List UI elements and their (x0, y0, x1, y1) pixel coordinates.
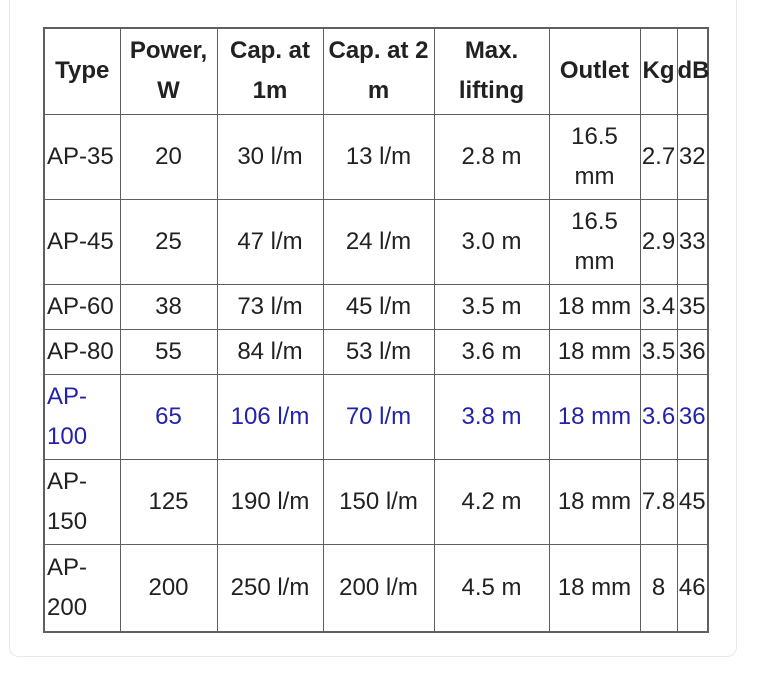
cell-cap-2m: 13 l/m (322, 113, 435, 200)
table-row: AP-35 20 30 l/m 13 l/m 2.8 m 16.5 mm 2.7 32 (43, 113, 709, 200)
cell-max-lifting: 4.2 m (433, 458, 550, 545)
col-header-power-w: Power, W (119, 27, 218, 115)
cell-cap-2m: 45 l/m (322, 283, 435, 330)
cell-power-w: 20 (119, 113, 218, 200)
cell-power-w: 38 (119, 283, 218, 330)
cell-power-w[interactable]: 65 (119, 373, 218, 460)
cell-kg: 2.7 (639, 113, 678, 200)
cell-max-lifting: 3.0 m (433, 198, 550, 285)
cell-power-w: 125 (119, 458, 218, 545)
cell-cap-2m: 150 l/m (322, 458, 435, 545)
cell-kg: 3.5 (639, 328, 678, 375)
cell-type: AP-45 (43, 198, 121, 285)
cell-type: AP-35 (43, 113, 121, 200)
cell-type: AP-200 (43, 543, 121, 633)
cell-cap-2m[interactable]: 70 l/m (322, 373, 435, 460)
table-row: AP-200 200 250 l/m 200 l/m 4.5 m 18 mm 8 46 (43, 543, 709, 633)
cell-outlet: 18 mm (548, 328, 641, 375)
cell-type: AP-80 (43, 328, 121, 375)
cell-db: 46 (676, 543, 709, 633)
col-header-max-lifting: Max. lifting (433, 27, 550, 115)
cell-kg[interactable]: 3.6 (639, 373, 678, 460)
cell-outlet: 16.5 mm (548, 113, 641, 200)
cell-outlet: 18 mm (548, 543, 641, 633)
table-row: AP-45 25 47 l/m 24 l/m 3.0 m 16.5 mm 2.9 33 (43, 198, 709, 285)
cell-outlet: 18 mm (548, 458, 641, 545)
cell-db: 32 (676, 113, 709, 200)
cell-type: AP-150 (43, 458, 121, 545)
table-row: AP-60 38 73 l/m 45 l/m 3.5 m 18 mm 3.4 35 (43, 283, 709, 330)
col-header-cap-2m: Cap. at 2 m (322, 27, 435, 115)
col-header-cap-1m: Cap. at 1m (216, 27, 324, 115)
cell-max-lifting: 2.8 m (433, 113, 550, 200)
cell-power-w: 55 (119, 328, 218, 375)
cell-outlet: 16.5 mm (548, 198, 641, 285)
cell-max-lifting: 4.5 m (433, 543, 550, 633)
cell-cap-1m[interactable]: 106 l/m (216, 373, 324, 460)
cell-outlet[interactable]: 18 mm (548, 373, 641, 460)
table-row: AP-150 125 190 l/m 150 l/m 4.2 m 18 mm 7.8 45 (43, 458, 709, 545)
col-header-outlet: Outlet (548, 27, 641, 115)
cell-power-w: 200 (119, 543, 218, 633)
cell-cap-2m: 200 l/m (322, 543, 435, 633)
header-row: Type Power, W Cap. at 1m Cap. at 2 m Max. li… (43, 27, 710, 115)
cell-cap-1m: 73 l/m (216, 283, 324, 330)
cell-cap-1m: 84 l/m (216, 328, 324, 375)
cell-db: 33 (676, 198, 709, 285)
cell-cap-1m: 190 l/m (216, 458, 324, 545)
cell-cap-1m: 250 l/m (216, 543, 324, 633)
col-header-type: Type (43, 27, 121, 115)
cell-kg: 2.9 (639, 198, 678, 285)
cell-type[interactable]: AP-100 (43, 373, 121, 460)
cell-db: 35 (676, 283, 709, 330)
table-body: AP-35 20 30 l/m 13 l/m 2.8 m 16.5 mm 2.7 32 AP-4… (43, 113, 709, 633)
content-card: Type Power, W Cap. at 1m Cap. at 2 m Max. li… (9, 0, 737, 657)
cell-db[interactable]: 36 (676, 373, 709, 460)
cell-power-w: 25 (119, 198, 218, 285)
cell-max-lifting: 3.6 m (433, 328, 550, 375)
cell-cap-2m: 53 l/m (322, 328, 435, 375)
cell-outlet: 18 mm (548, 283, 641, 330)
cell-type: AP-60 (43, 283, 121, 330)
cell-cap-1m: 30 l/m (216, 113, 324, 200)
cell-cap-1m: 47 l/m (216, 198, 324, 285)
cell-db: 45 (676, 458, 709, 545)
table-row: AP-80 55 84 l/m 53 l/m 3.6 m 18 mm 3.5 36 (43, 328, 709, 375)
cell-max-lifting[interactable]: 3.8 m (433, 373, 550, 460)
table-row[interactable]: AP-100 65 106 l/m 70 l/m 3.8 m 18 mm 3.6 36 (43, 373, 709, 460)
pump-spec-table: Type Power, W Cap. at 1m Cap. at 2 m Max. li… (43, 27, 710, 633)
cell-max-lifting: 3.5 m (433, 283, 550, 330)
col-header-kg: Kg (639, 27, 678, 115)
cell-kg: 3.4 (639, 283, 678, 330)
cell-cap-2m: 24 l/m (322, 198, 435, 285)
cell-kg: 8 (639, 543, 678, 633)
cell-db: 36 (676, 328, 709, 375)
cell-kg: 7.8 (639, 458, 678, 545)
col-header-db: dB (676, 27, 710, 115)
